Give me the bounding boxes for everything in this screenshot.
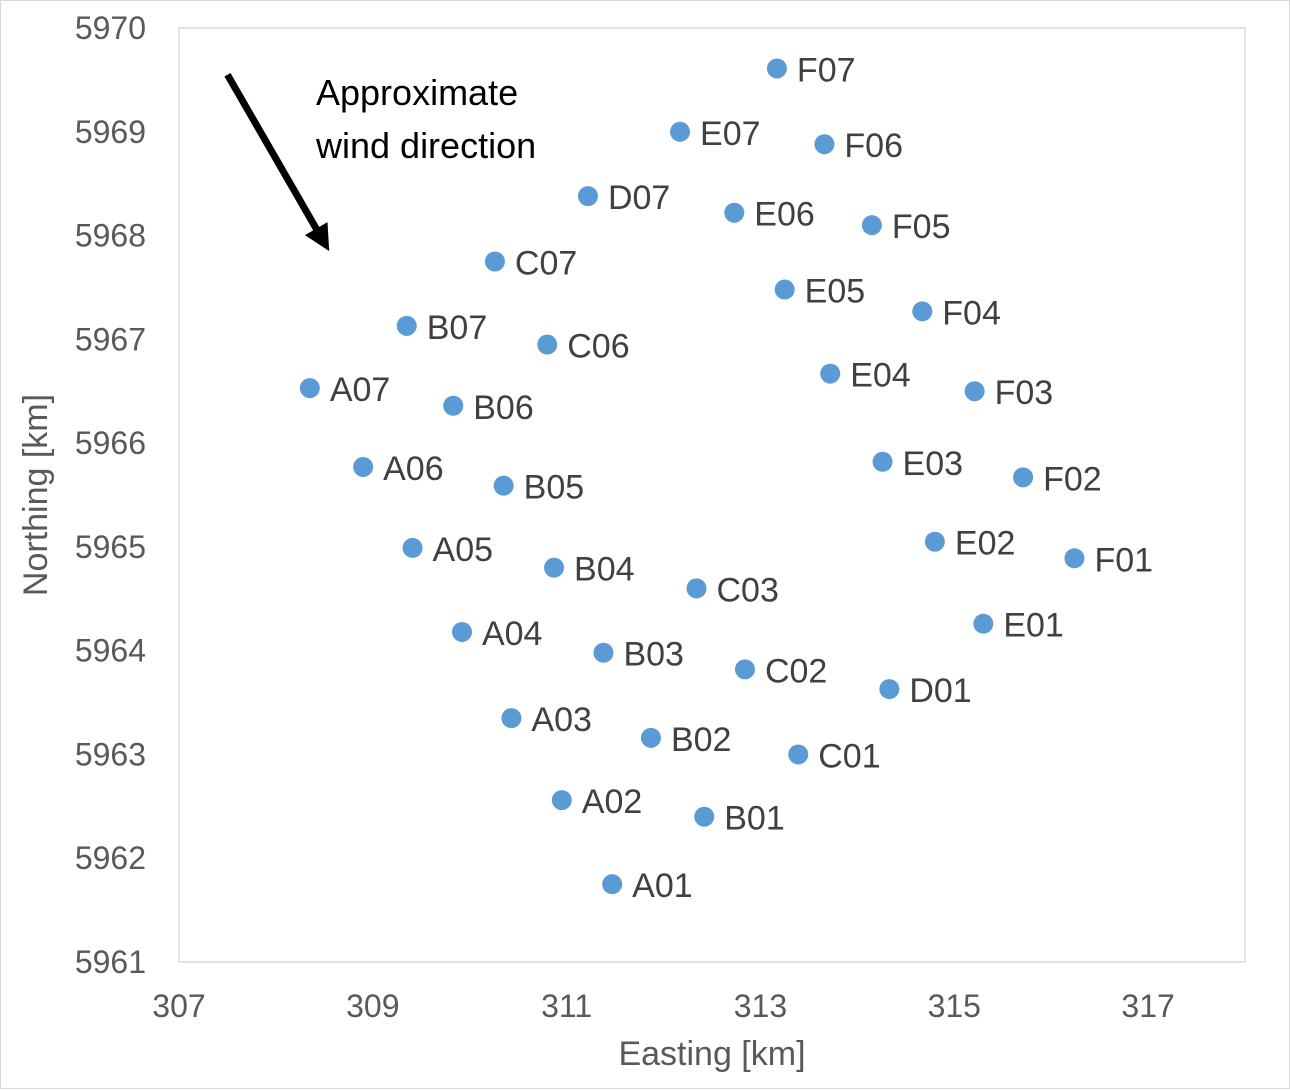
data-label-d07: D07	[608, 179, 670, 217]
data-point-b03	[593, 642, 614, 663]
data-label-f07: F07	[797, 51, 856, 89]
data-label-b05: B05	[524, 469, 585, 507]
data-point-c02	[734, 659, 755, 680]
wind-arrow-shaft	[224, 72, 321, 233]
data-label-f02: F02	[1043, 460, 1102, 498]
data-label-e01: E01	[1003, 607, 1064, 645]
data-label-b04: B04	[574, 551, 635, 589]
data-point-b04	[544, 557, 565, 578]
wind-arrow-head	[304, 222, 330, 252]
data-label-a05: A05	[433, 531, 494, 569]
data-point-e06	[724, 202, 745, 223]
data-point-e01	[973, 613, 994, 634]
data-label-f01: F01	[1094, 541, 1153, 579]
data-label-f04: F04	[942, 294, 1001, 332]
y-tick-label: 5964	[75, 633, 146, 669]
data-point-f03	[964, 381, 985, 402]
data-point-a06	[353, 456, 374, 477]
plot-area	[178, 27, 1246, 963]
y-tick-label: 5961	[75, 944, 146, 980]
data-label-c06: C06	[567, 328, 629, 366]
data-label-a01: A01	[632, 867, 693, 905]
y-axis-title: Northing [km]	[17, 394, 55, 596]
data-label-a06: A06	[383, 450, 444, 488]
data-point-d01	[879, 679, 900, 700]
annotation-line-1: Approximate	[316, 72, 518, 113]
data-label-c03: C03	[716, 571, 778, 609]
x-tick-label: 313	[734, 988, 787, 1024]
data-point-a04	[451, 621, 472, 642]
data-label-c02: C02	[765, 652, 827, 690]
data-label-e05: E05	[805, 273, 866, 311]
wind-direction-annotation: Approximate wind direction	[224, 72, 536, 252]
data-label-e04: E04	[850, 357, 911, 395]
y-tick-label: 5968	[75, 218, 146, 254]
x-tick-label: 315	[928, 988, 981, 1024]
data-label-a07: A07	[330, 371, 391, 409]
x-axis-tick-labels: 307 309 311 313 315 317	[152, 988, 1174, 1024]
y-tick-label: 5970	[75, 10, 146, 46]
data-label-a04: A04	[482, 615, 543, 653]
data-label-e02: E02	[955, 525, 1016, 563]
y-tick-label: 5967	[75, 321, 146, 357]
x-tick-label: 317	[1121, 988, 1174, 1024]
data-point-c03	[686, 578, 707, 599]
x-tick-label: 309	[346, 988, 399, 1024]
data-point-b05	[493, 475, 514, 496]
data-label-f03: F03	[995, 374, 1054, 412]
data-point-a03	[501, 708, 522, 729]
data-point-e07	[670, 121, 691, 142]
y-tick-label: 5962	[75, 840, 146, 876]
data-point-b06	[443, 395, 464, 416]
y-tick-label: 5965	[75, 529, 146, 565]
y-tick-label: 5969	[75, 114, 146, 150]
data-label-b01: B01	[724, 800, 785, 838]
data-label-e03: E03	[903, 445, 964, 483]
data-label-f05: F05	[892, 208, 951, 246]
data-point-b01	[694, 806, 715, 827]
data-point-e04	[820, 363, 841, 384]
data-label-b03: B03	[623, 636, 684, 674]
data-label-c01: C01	[818, 737, 880, 775]
data-point-f05	[861, 215, 882, 236]
data-point-a05	[402, 537, 423, 558]
data-point-a07	[299, 378, 320, 399]
data-point-f07	[766, 58, 787, 79]
data-point-a02	[551, 790, 572, 811]
data-label-b06: B06	[473, 389, 533, 427]
data-point-c07	[484, 251, 505, 272]
data-label-a02: A02	[582, 783, 643, 821]
data-point-f06	[814, 134, 835, 155]
data-point-c01	[788, 744, 809, 765]
data-point-b07	[396, 315, 417, 336]
data-label-e07: E07	[700, 115, 761, 153]
data-point-e05	[774, 279, 795, 300]
data-label-b02: B02	[671, 721, 732, 759]
data-label-b07: B07	[427, 309, 488, 347]
data-point-d07	[577, 186, 598, 207]
y-axis-tick-labels: 5961 5962 5963 5964 5965 5966 5967 5968 5969 5970	[75, 10, 146, 980]
data-point-e03	[872, 451, 893, 472]
data-point-f04	[912, 301, 933, 322]
data-label-d01: D01	[909, 672, 971, 710]
y-tick-label: 5966	[75, 425, 146, 461]
x-tick-label: 311	[541, 988, 592, 1024]
y-tick-label: 5963	[75, 736, 146, 772]
data-point-f01	[1064, 548, 1085, 569]
x-axis-title: Easting [km]	[618, 1035, 805, 1073]
turbine-points: A01 A02 A03 A04 A05 A06 A07 B01 B02 B03 B04 B05 B06 B…	[299, 51, 1153, 905]
data-point-c06	[537, 334, 558, 355]
annotation-line-2: wind direction	[315, 125, 536, 166]
data-label-e06: E06	[754, 196, 815, 234]
x-tick-label: 307	[152, 988, 205, 1024]
data-point-e02	[924, 531, 945, 552]
data-point-f02	[1013, 467, 1034, 488]
data-label-f06: F06	[844, 127, 903, 165]
data-label-a03: A03	[531, 701, 592, 739]
data-point-a01	[602, 874, 623, 895]
data-label-c07: C07	[515, 245, 577, 283]
data-point-b02	[640, 727, 661, 748]
